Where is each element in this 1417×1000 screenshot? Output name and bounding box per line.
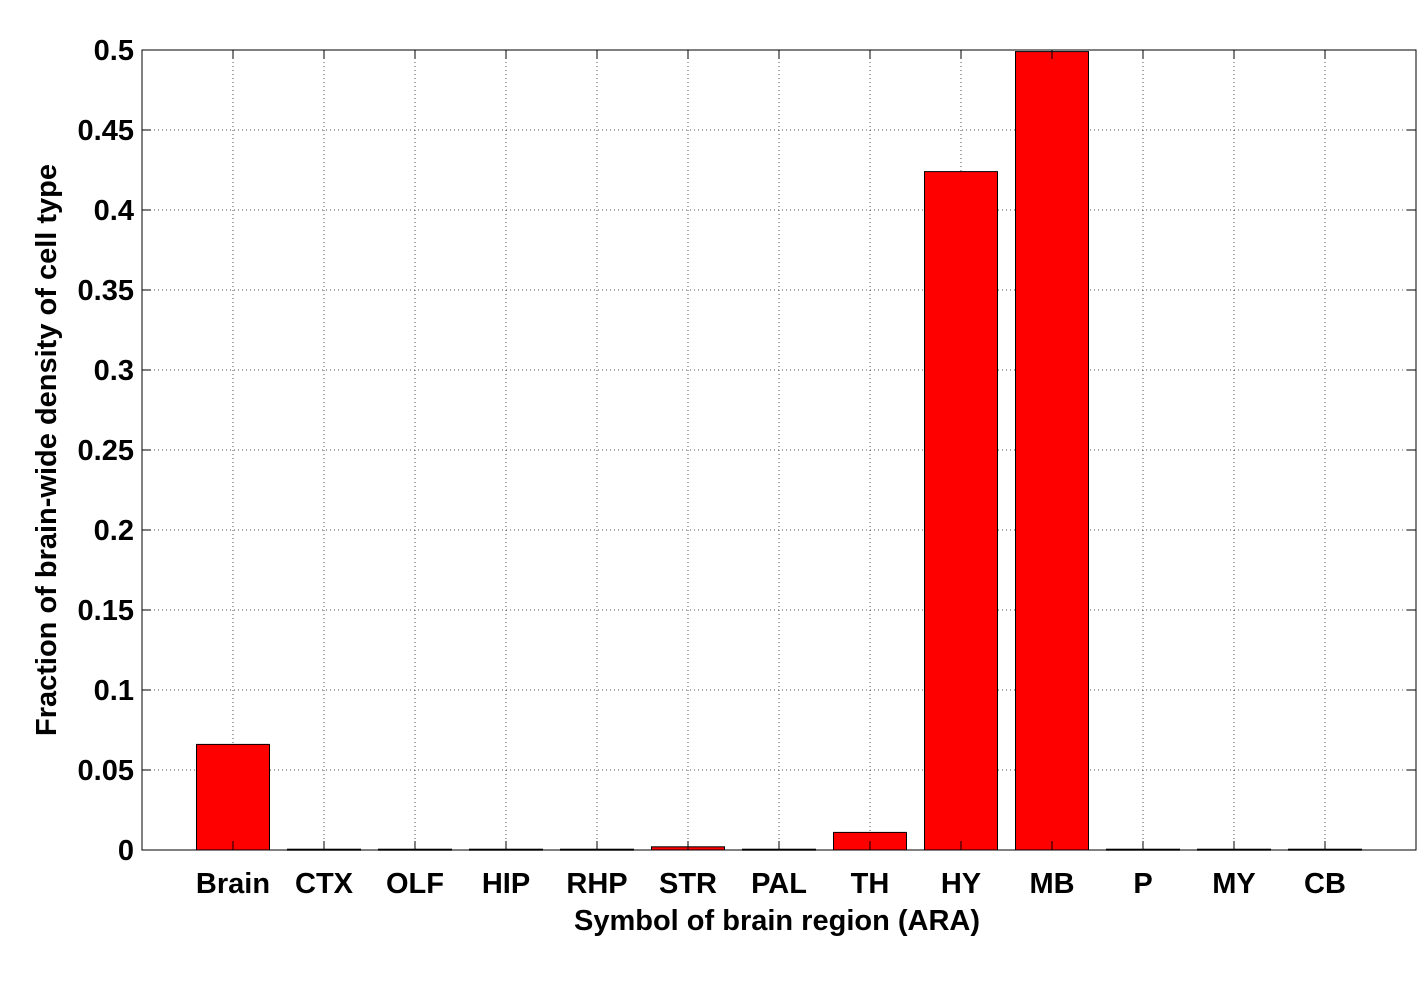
y-tick-label: 0.1	[94, 675, 134, 707]
y-tick-label: 0.3	[94, 355, 134, 387]
axis-ticks	[142, 49, 1416, 851]
grid-lines	[142, 50, 1416, 850]
y-tick-label: 0.35	[78, 275, 134, 307]
x-tick-label: CB	[1304, 868, 1346, 900]
bar-hy	[924, 171, 998, 851]
x-tick-label: MY	[1212, 868, 1256, 900]
bar-mb	[1015, 51, 1089, 851]
y-tick-label: 0.05	[78, 755, 134, 787]
y-tick-label: 0.25	[78, 435, 134, 467]
y-tick-label: 0.4	[94, 195, 134, 227]
y-axis-title: Fraction of brain-wide density of cell t…	[31, 164, 63, 736]
y-tick-label: 0.2	[94, 515, 134, 547]
x-tick-label: STR	[659, 868, 717, 900]
x-tick-label: Brain	[196, 868, 270, 900]
y-tick-label: 0.45	[78, 115, 134, 147]
x-tick-label: HIP	[482, 868, 530, 900]
x-axis-title: Symbol of brain region (ARA)	[574, 905, 980, 937]
x-tick-label: P	[1133, 868, 1152, 900]
x-tick-label: MB	[1029, 868, 1074, 900]
bar-brain	[196, 743, 270, 851]
y-tick-label: 0.5	[94, 35, 134, 67]
x-tick-label: HY	[941, 868, 981, 900]
y-tick-label: 0.15	[78, 595, 134, 627]
x-tick-labels: Brain CTX OLF HIP RHP STR PAL TH HY MB P MY CB	[196, 868, 1346, 900]
x-tick-label: TH	[851, 868, 890, 900]
y-tick-label: 0	[118, 835, 134, 867]
y-tick-labels: 0 0.05 0.1 0.15 0.2 0.25 0.3 0.35 0.4 0.45 0.5	[78, 35, 134, 867]
x-tick-label: RHP	[566, 868, 627, 900]
x-tick-label: OLF	[386, 868, 444, 900]
x-tick-label: PAL	[751, 868, 807, 900]
bars	[196, 51, 1362, 851]
x-tick-label: CTX	[295, 868, 354, 900]
